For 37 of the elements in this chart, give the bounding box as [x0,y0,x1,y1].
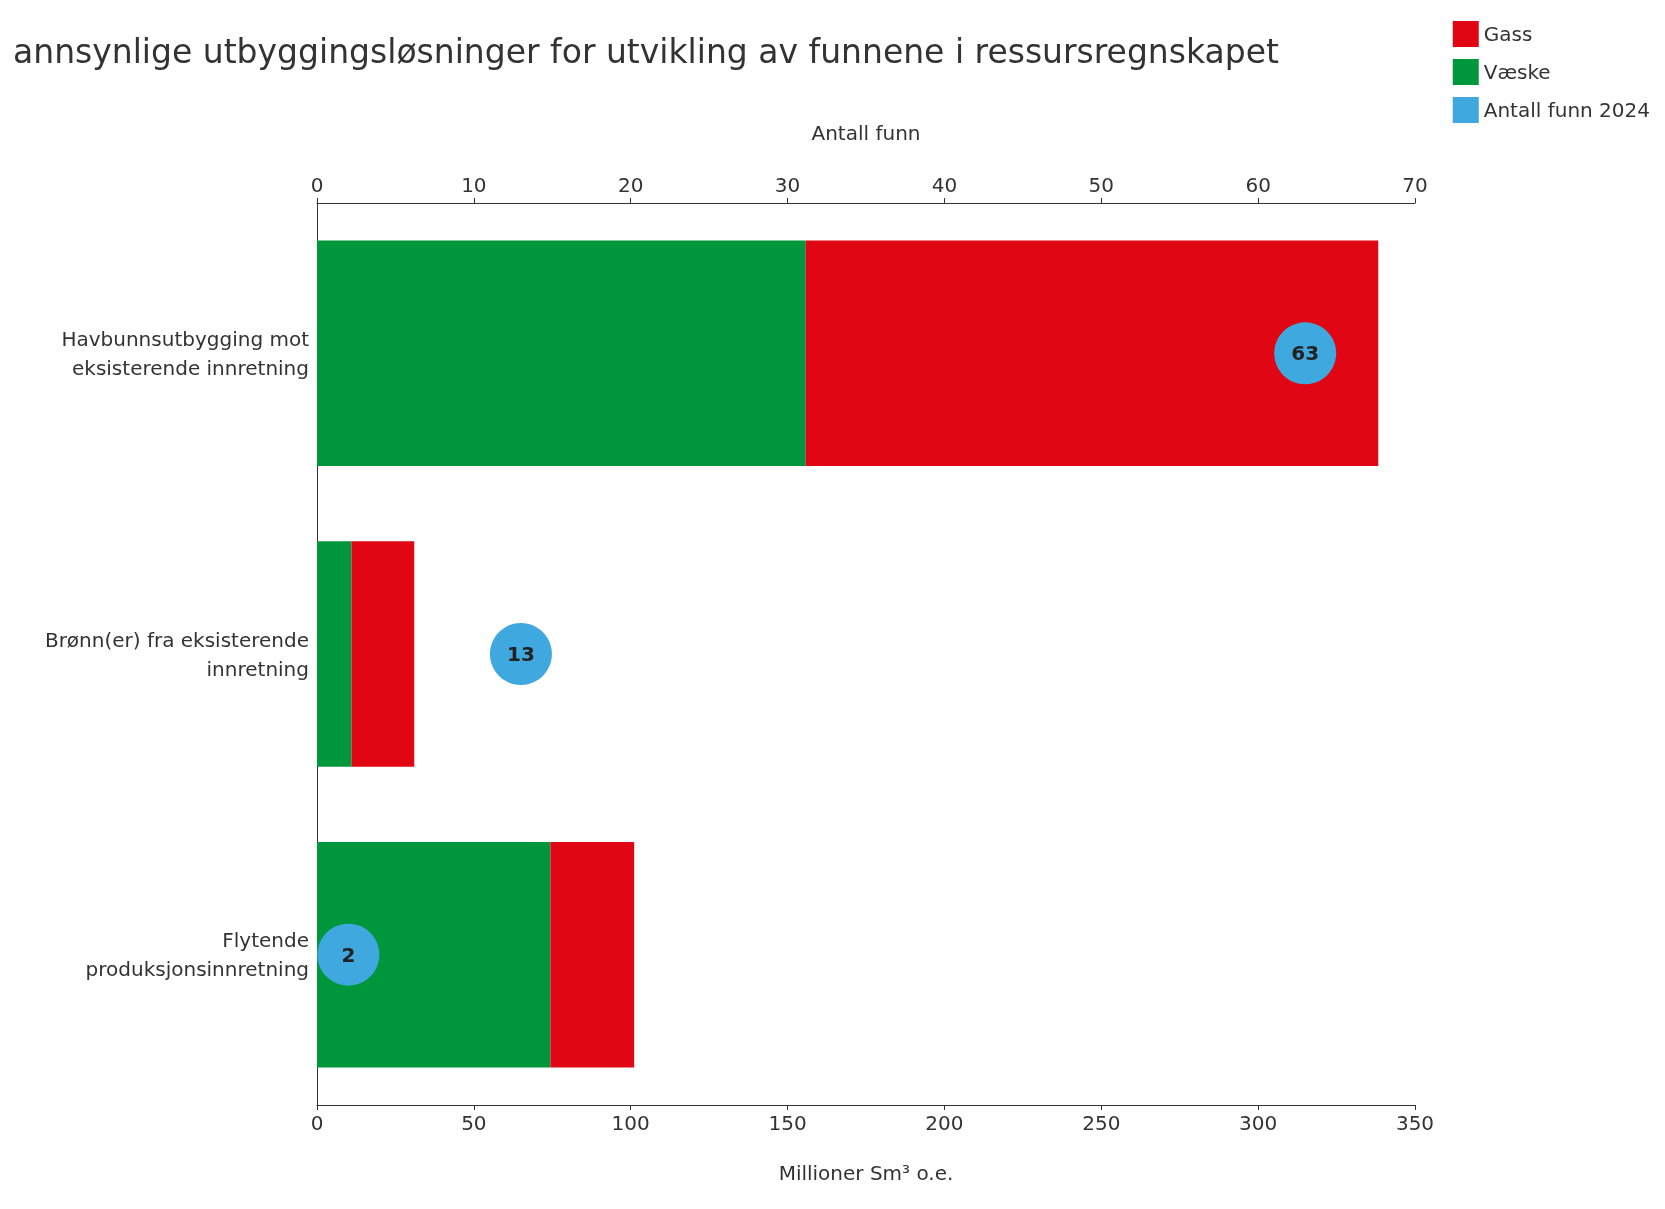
point [1274,322,1337,385]
x-tick-label: 150 [768,1111,807,1135]
legend-label: Væske [1483,60,1551,84]
bar [550,841,635,1068]
x2-tick-label: 40 [931,173,958,197]
x-tick-label: 100 [611,1111,650,1135]
x-tick-label: 350 [1395,1111,1435,1135]
x2-tick-label: 30 [774,173,801,197]
x-tick-label: 300 [1239,1111,1278,1135]
x2-tick-label: 50 [1088,173,1115,197]
point [317,923,380,986]
y-tick-label: Brønn(er) fra eksisterende innretning [44,627,309,681]
legend-label: Antall funn 2024 [1483,98,1650,122]
x2-tick-label: 70 [1402,173,1428,197]
x2-tick-label: 60 [1245,173,1271,197]
x2-tick-label: 20 [617,173,644,197]
chart-title: annsynlige utbyggingsløsninger for utvikling av funnene i ressursregnskapet [13,32,1279,71]
x2-axis-title: Antall funn [811,121,921,145]
data-label: 63 [1291,341,1320,366]
bar [351,541,415,767]
point [489,623,552,685]
x-tick-label: 250 [1082,1111,1121,1135]
x2-tick-label: 10 [461,173,487,197]
bar [317,541,352,767]
bar [317,240,806,467]
y-tick-label: Flytende produksjonsinnretning [85,928,309,982]
y-tick-label: Havbunnsutbygging mot eksisterende innretning [61,326,310,380]
data-label: 2 [341,942,356,967]
data-label: 13 [506,642,535,666]
x-axis-title: Millioner Sm³ o.e. [778,1161,954,1185]
bar [317,841,551,1068]
legend-label: Gass [1483,22,1533,46]
x-tick-label: 200 [925,1111,964,1135]
x2-tick-label: 0 [310,173,324,197]
bar [805,240,1379,467]
x-tick-label: 50 [461,1111,487,1135]
x-tick-label: 0 [310,1111,324,1135]
